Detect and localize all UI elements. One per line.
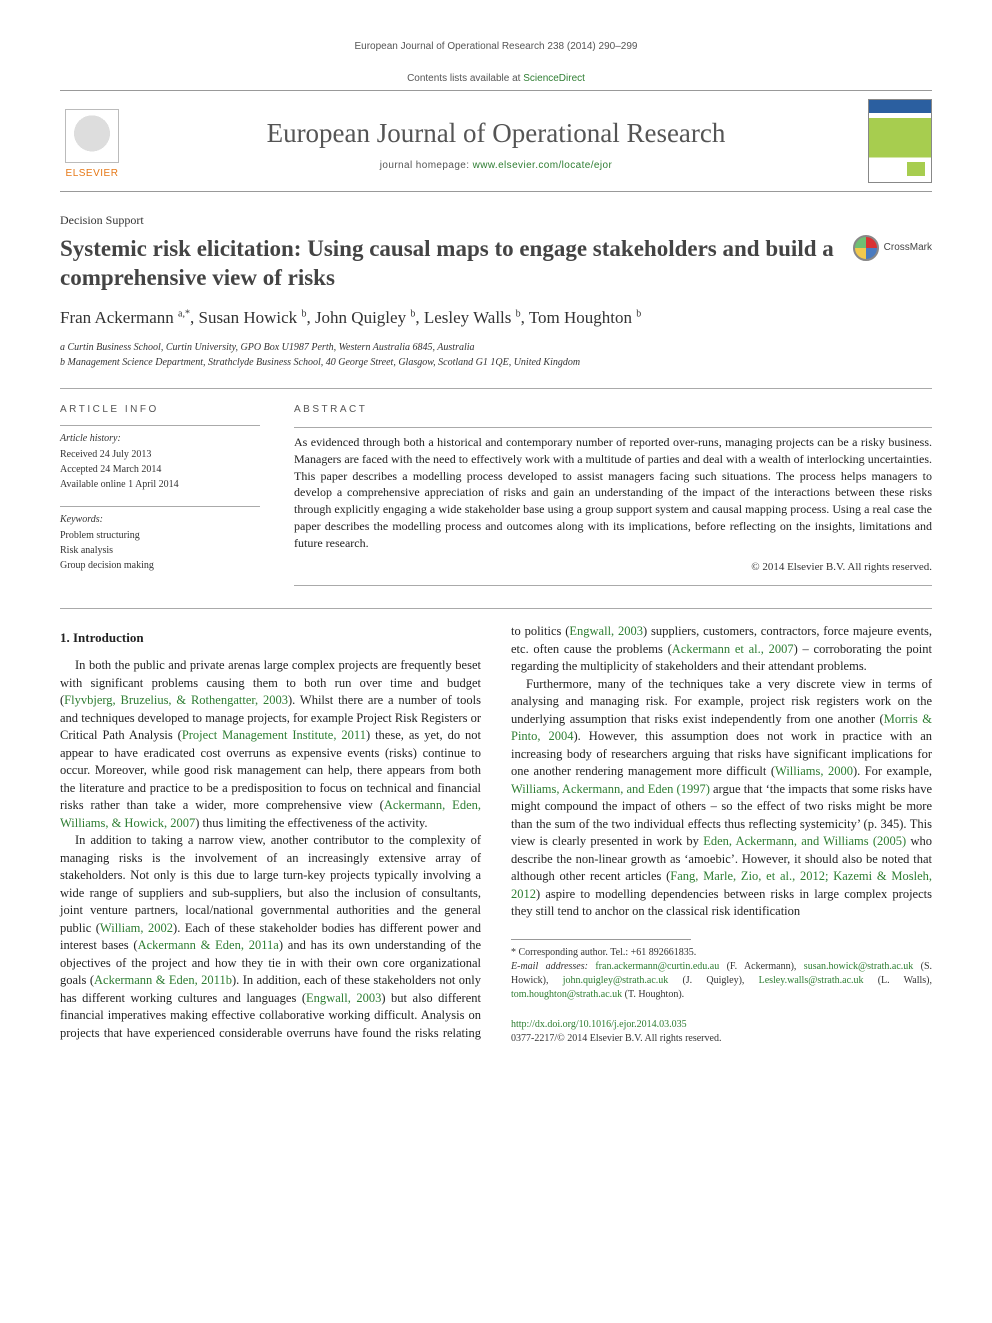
- divider: [60, 608, 932, 609]
- abstract-text: As evidenced through both a historical a…: [294, 434, 932, 552]
- affiliations: a Curtin Business School, Curtin Univers…: [60, 340, 932, 370]
- history-label: Article history:: [60, 432, 260, 446]
- ref-eden-2005[interactable]: Eden, Ackermann, and Williams (2005): [703, 834, 906, 848]
- contents-available-line: Contents lists available at ScienceDirec…: [60, 72, 932, 86]
- journal-banner-center: European Journal of Operational Research…: [144, 109, 848, 173]
- ref-engwall-2003-a[interactable]: Engwall, 2003: [306, 991, 381, 1005]
- email-link[interactable]: susan.howick@strath.ac.uk: [804, 961, 913, 972]
- homepage-label: journal homepage:: [380, 160, 473, 171]
- accepted-date: Accepted 24 March 2014: [60, 463, 260, 477]
- elsevier-logo: ELSEVIER: [60, 101, 124, 181]
- ref-ackermann-2007-b[interactable]: Ackermann et al., 2007: [672, 642, 794, 656]
- journal-banner: ELSEVIER European Journal of Operational…: [60, 90, 932, 192]
- crossmark-icon: [853, 235, 879, 261]
- journal-title: European Journal of Operational Research: [144, 115, 848, 153]
- article-info-block: ARTICLE INFO Article history: Received 2…: [60, 403, 260, 586]
- email-link[interactable]: tom.houghton@strath.ac.uk: [511, 989, 622, 1000]
- affiliation-b: b Management Science Department, Strathc…: [60, 355, 932, 370]
- ref-ackermann-eden-2011a[interactable]: Ackermann & Eden, 2011a: [138, 938, 279, 952]
- affiliation-a: a Curtin Business School, Curtin Univers…: [60, 340, 932, 355]
- author-list: Fran Ackermann a,*, Susan Howick b, John…: [60, 306, 932, 330]
- article-title: Systemic risk elicitation: Using causal …: [60, 235, 841, 293]
- ref-engwall-2003-b[interactable]: Engwall, 2003: [569, 624, 643, 638]
- section-label: Decision Support: [60, 212, 932, 229]
- journal-homepage: journal homepage: www.elsevier.com/locat…: [144, 159, 848, 173]
- email-link[interactable]: john.quigley@strath.ac.uk: [563, 975, 669, 986]
- ref-pmi-2011[interactable]: Project Management Institute, 2011: [182, 728, 366, 742]
- crossmark-label: CrossMark: [884, 241, 932, 255]
- footnotes: * Corresponding author. Tel.: +61 892661…: [511, 946, 932, 1002]
- keyword-1: Problem structuring: [60, 529, 260, 543]
- online-date: Available online 1 April 2014: [60, 478, 260, 492]
- homepage-url[interactable]: www.elsevier.com/locate/ejor: [473, 160, 613, 171]
- received-date: Received 24 July 2013: [60, 448, 260, 462]
- sciencedirect-link[interactable]: ScienceDirect: [523, 73, 585, 84]
- email-link[interactable]: Lesley.walls@strath.ac.uk: [759, 975, 864, 986]
- section-1-heading: 1. Introduction: [60, 629, 481, 647]
- keyword-3: Group decision making: [60, 559, 260, 573]
- ref-williams-2000[interactable]: Williams, 2000: [775, 764, 853, 778]
- running-header: European Journal of Operational Research…: [60, 40, 932, 54]
- elsevier-label: ELSEVIER: [66, 167, 119, 181]
- footnote-rule: [511, 939, 691, 940]
- issn-copyright: 0377-2217/© 2014 Elsevier B.V. All right…: [511, 1032, 932, 1046]
- article-info-heading: ARTICLE INFO: [60, 403, 260, 417]
- ref-flyvbjerg-2003[interactable]: Flyvbjerg, Bruzelius, & Rothengatter, 20…: [64, 693, 288, 707]
- ref-ackermann-eden-2011b[interactable]: Ackermann & Eden, 2011b: [94, 973, 232, 987]
- abstract-copyright: © 2014 Elsevier B.V. All rights reserved…: [294, 560, 932, 575]
- contents-prefix: Contents lists available at: [407, 73, 523, 84]
- journal-cover-thumbnail: [868, 99, 932, 183]
- corresponding-author: * Corresponding author. Tel.: +61 892661…: [511, 946, 932, 960]
- abstract-block: ABSTRACT As evidenced through both a his…: [294, 403, 932, 586]
- divider: [60, 388, 932, 389]
- info-abstract-row: ARTICLE INFO Article history: Received 2…: [60, 403, 932, 586]
- abstract-heading: ABSTRACT: [294, 403, 932, 417]
- doi-block: http://dx.doi.org/10.1016/j.ejor.2014.03…: [511, 1018, 932, 1046]
- crossmark-badge[interactable]: CrossMark: [853, 235, 932, 261]
- ref-william-2002[interactable]: William, 2002: [100, 921, 173, 935]
- email-addresses: E-mail addresses: fran.ackermann@curtin.…: [511, 960, 932, 1002]
- keywords-label: Keywords:: [60, 513, 260, 527]
- email-link[interactable]: fran.ackermann@curtin.edu.au: [595, 961, 719, 972]
- body-paragraph-1: In both the public and private arenas la…: [60, 657, 481, 832]
- keyword-2: Risk analysis: [60, 544, 260, 558]
- doi-link[interactable]: http://dx.doi.org/10.1016/j.ejor.2014.03…: [511, 1019, 687, 1030]
- article-body: 1. Introduction In both the public and p…: [60, 623, 932, 1046]
- elsevier-tree-icon: [65, 109, 119, 163]
- ref-williams-1997[interactable]: Williams, Ackermann, and Eden (1997): [511, 782, 710, 796]
- body-paragraph-3: Furthermore, many of the techniques take…: [511, 676, 932, 921]
